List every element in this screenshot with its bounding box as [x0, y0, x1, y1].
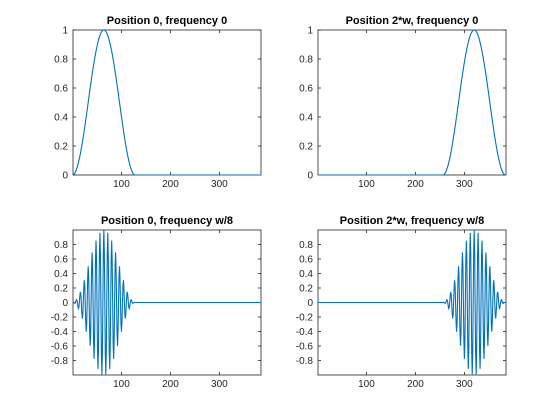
y-tick-label: 0	[62, 298, 68, 309]
chart-panel-1: Position 0, frequency 0 100 200 300 0 0.2 0.4 0…	[54, 15, 262, 190]
y-tick-label: 0.6	[299, 255, 313, 266]
y-tick-label: 0.2	[299, 142, 313, 153]
y-tick-label: 0.6	[54, 84, 68, 95]
x-tick-label: 100	[113, 179, 130, 190]
x-tick-label: 200	[162, 379, 179, 390]
y-tick-label: 1	[307, 26, 313, 37]
chart-panel-2: Position 2*w, frequency 0 100 200 300 0 0.2 0.…	[299, 15, 507, 190]
y-tick-label: 0.8	[54, 240, 68, 251]
y-tick-label: -0.6	[51, 342, 69, 353]
y-tick-label: 0	[62, 171, 68, 182]
y-tick-label: 0	[307, 171, 313, 182]
y-tick-label: 0.4	[54, 113, 68, 124]
y-tick-label: -0.2	[296, 313, 314, 324]
y-tick-label: -0.2	[51, 313, 69, 324]
y-tick-label: 0.4	[299, 269, 313, 280]
x-tick-label: 200	[162, 179, 179, 190]
y-tick-label: 0.8	[299, 55, 313, 66]
x-tick-label: 100	[113, 379, 130, 390]
y-tick-label: -0.4	[296, 327, 314, 338]
y-tick-label: 0.8	[54, 55, 68, 66]
chart-panel-4: Position 2*w, frequency w/8 100 200 300 -0.8…	[296, 215, 507, 390]
x-tick-label: 200	[407, 179, 424, 190]
x-tick-label: 300	[456, 379, 473, 390]
chart-title: Position 2*w, frequency 0	[346, 15, 479, 27]
series-line-1	[318, 229, 506, 375]
x-tick-label: 100	[358, 179, 375, 190]
chart-title: Position 0, frequency w/8	[101, 215, 233, 227]
x-tick-label: 300	[211, 379, 228, 390]
chart-panel-3: Position 0, frequency w/8 100 200 300 -0.8 -0…	[51, 215, 262, 390]
series-line-1	[318, 29, 506, 176]
chart-title: Position 2*w, frequency w/8	[340, 215, 484, 227]
x-tick-label: 300	[456, 179, 473, 190]
y-tick-label: 0.8	[299, 240, 313, 251]
y-tick-label: 0.6	[54, 255, 68, 266]
y-tick-label: -0.6	[296, 342, 314, 353]
x-tick-label: 200	[407, 379, 424, 390]
series-line-1	[72, 29, 261, 176]
y-tick-label: 0.6	[299, 84, 313, 95]
y-tick-label: -0.8	[296, 356, 314, 367]
y-tick-label: 0	[307, 298, 313, 309]
y-tick-label: -0.4	[51, 327, 69, 338]
y-tick-label: 0.2	[54, 142, 68, 153]
series-line-1	[72, 229, 261, 375]
y-tick-label: 0.4	[54, 269, 68, 280]
x-tick-label: 100	[358, 379, 375, 390]
chart-title: Position 0, frequency 0	[107, 15, 227, 27]
x-tick-label: 300	[211, 179, 228, 190]
y-tick-label: 0.2	[299, 284, 313, 295]
y-tick-label: 1	[62, 26, 68, 37]
y-tick-label: 0.2	[54, 284, 68, 295]
y-tick-label: 0.4	[299, 113, 313, 124]
y-tick-label: -0.8	[51, 356, 69, 367]
